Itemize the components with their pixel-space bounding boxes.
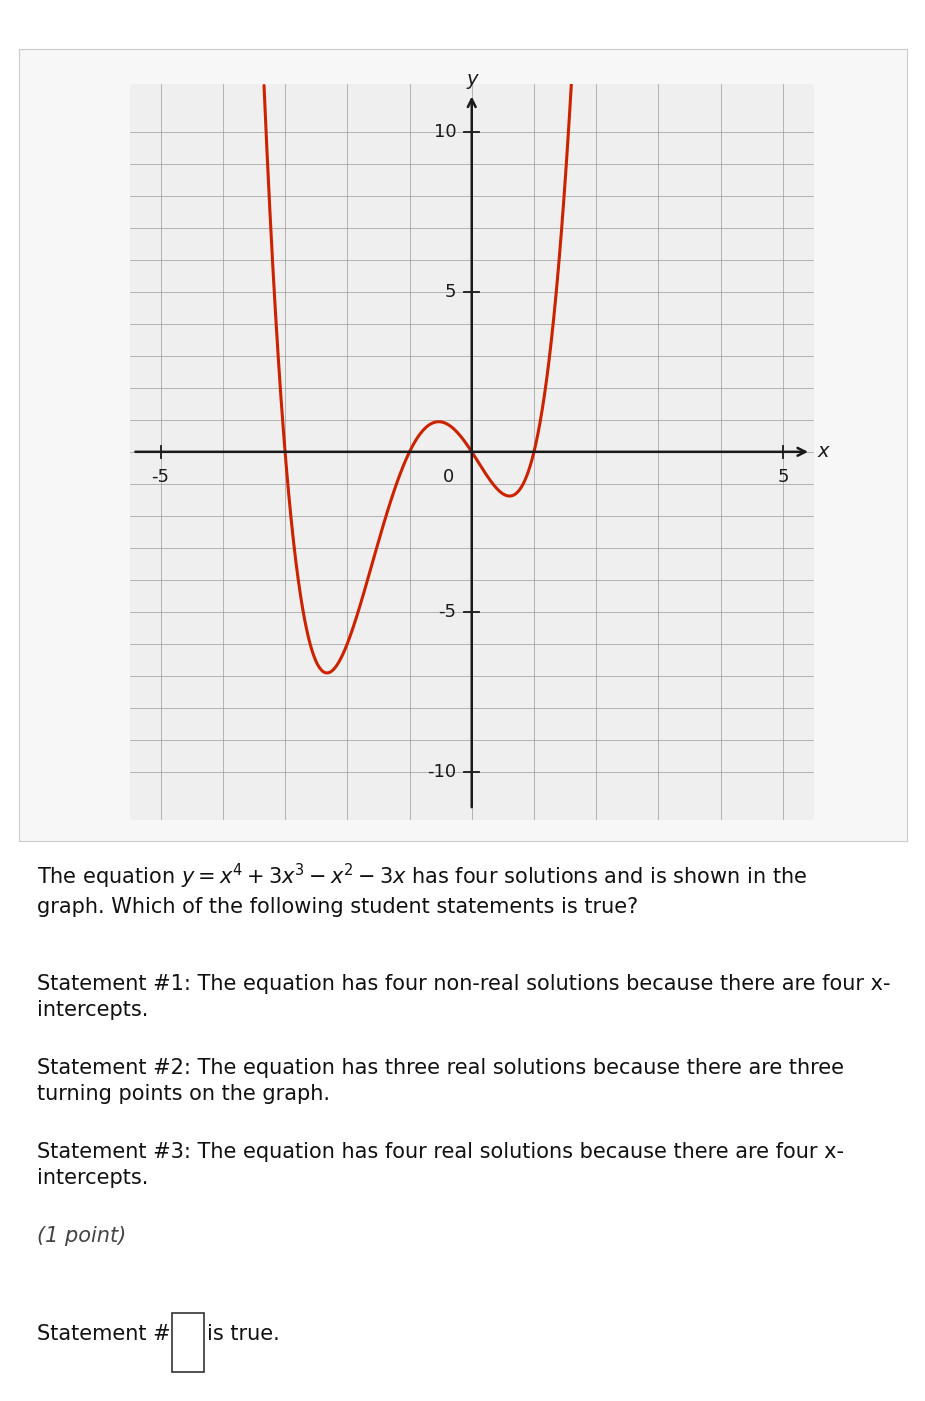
Text: Statement #: Statement # — [37, 1324, 170, 1344]
Text: -5: -5 — [152, 468, 169, 486]
Text: Statement #1: The equation has four non-real solutions because there are four x-: Statement #1: The equation has four non-… — [37, 974, 891, 1020]
Text: Statement #3: The equation has four real solutions because there are four x-
int: Statement #3: The equation has four real… — [37, 1142, 844, 1188]
Text: The equation $y = x^4 + 3x^3 - x^2 - 3x$ has four solutions and is shown in the
: The equation $y = x^4 + 3x^3 - x^2 - 3x$… — [37, 862, 808, 918]
Text: Statement #2: The equation has three real solutions because there are three
turn: Statement #2: The equation has three rea… — [37, 1058, 844, 1104]
Text: 0: 0 — [443, 468, 454, 486]
Text: is true.: is true. — [207, 1324, 280, 1344]
Text: 10: 10 — [434, 123, 456, 142]
Text: -10: -10 — [427, 762, 456, 780]
Text: (1 point): (1 point) — [37, 1226, 126, 1245]
Text: 5: 5 — [777, 468, 789, 486]
Text: y: y — [466, 70, 477, 88]
Text: -5: -5 — [438, 602, 456, 621]
Text: 5: 5 — [445, 283, 456, 301]
Text: x: x — [817, 443, 829, 461]
